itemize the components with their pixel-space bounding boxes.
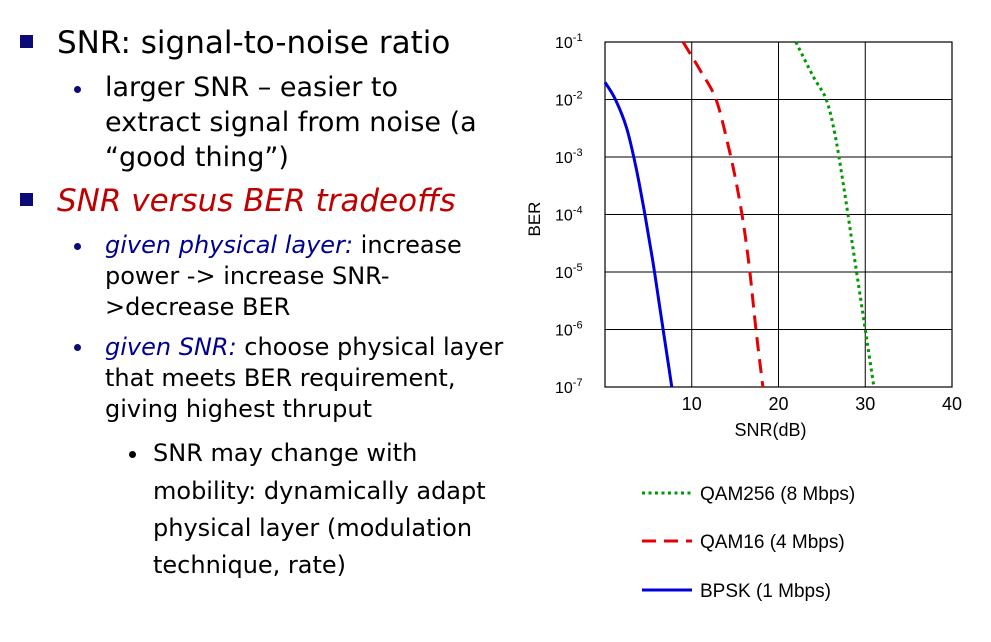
bullet-snr-definition: SNR: signal-to-noise ratio — [57, 25, 451, 61]
legend-label-qam256: QAM256 (8 Mbps) — [700, 484, 855, 505]
x-axis-label: SNR(dB) — [734, 420, 806, 440]
y-tick-label: 10-2 — [555, 90, 583, 110]
y-tick-base: 10 — [555, 35, 573, 52]
y-tick-label: 10-5 — [555, 262, 583, 282]
sub-bullet-given-snr-line3: giving highest thruput — [105, 395, 373, 423]
sub-bullet-larger-snr-line1: larger SNR – easier to — [105, 72, 398, 103]
y-tick-exponent: -3 — [573, 147, 583, 159]
y-tick-base: 10 — [555, 150, 573, 167]
y-tick-base: 10 — [555, 380, 573, 397]
y-axis-label: BER — [525, 202, 544, 237]
legend-label-qam16: QAM16 (4 Mbps) — [700, 532, 845, 553]
bullet-snr-ber-tradeoffs: SNR versus BER tradeoffs — [57, 183, 456, 219]
sub-bullet-physical-layer-lead: given physical layer: — [105, 231, 354, 259]
y-tick-exponent: -6 — [573, 320, 583, 332]
sub-bullet-physical-layer-rest: increase — [353, 231, 462, 259]
y-tick-exponent: -5 — [573, 262, 583, 274]
y-tick-label: 10-4 — [555, 205, 583, 225]
bullet-square — [20, 35, 33, 48]
bullet-dot — [74, 86, 81, 93]
sub-bullet-larger-snr-line3: “good thing”) — [105, 142, 289, 173]
chart-grid — [605, 42, 952, 387]
series-line-qam16 — [681, 41, 765, 388]
x-tick-label: 40 — [942, 394, 962, 414]
y-tick-label: 10-1 — [555, 32, 583, 52]
x-tick-labels: 10 20 30 40 — [682, 394, 962, 414]
sub-bullet-given-snr-rest: choose physical layer — [236, 333, 504, 361]
y-tick-exponent: -2 — [573, 90, 583, 102]
sub-bullet-physical-layer-line1: given physical layer: increase — [105, 229, 462, 261]
x-tick-label: 10 — [682, 394, 702, 414]
y-tick-label: 10-3 — [555, 147, 583, 167]
y-tick-base: 10 — [555, 265, 573, 282]
sub-sub-bullet-mobility-line2: mobility: dynamically adapt — [153, 477, 486, 505]
y-tick-base: 10 — [555, 208, 573, 225]
y-tick-exponent: -1 — [573, 32, 583, 44]
y-tick-base: 10 — [555, 323, 573, 340]
y-tick-label: 10-7 — [555, 377, 583, 397]
sub-bullet-larger-snr-line2: extract signal from noise (a — [105, 107, 477, 138]
y-tick-labels: 10-110-210-310-410-510-610-7 — [555, 32, 583, 397]
sub-sub-bullet-mobility-line1: SNR may change with — [153, 439, 418, 467]
chart-series — [603, 41, 876, 388]
chart-legend: QAM256 (8 Mbps) QAM16 (4 Mbps) BPSK (1 Mbp… — [642, 484, 855, 602]
sub-bullet-given-snr-lead: given SNR: — [105, 333, 237, 361]
series-line-qam256 — [794, 41, 876, 388]
bullet-dot — [129, 451, 136, 458]
sub-sub-bullet-mobility-line4: technique, rate) — [153, 551, 347, 579]
sub-bullet-given-snr-line2: that meets BER requirement, — [105, 364, 456, 392]
y-tick-exponent: -7 — [573, 377, 583, 389]
x-tick-label: 30 — [855, 394, 875, 414]
sub-bullet-physical-layer-line3: >decrease BER — [105, 293, 291, 321]
y-tick-label: 10-6 — [555, 320, 583, 340]
sub-bullet-physical-layer-line2: power -> increase SNR- — [105, 262, 390, 290]
plot-frame — [604, 41, 953, 388]
sub-sub-bullet-mobility-line3: physical layer (modulation — [153, 514, 473, 542]
y-tick-base: 10 — [555, 93, 573, 110]
legend-label-bpsk: BPSK (1 Mbps) — [700, 581, 831, 602]
bullet-dot — [74, 344, 81, 351]
y-tick-exponent: -4 — [573, 205, 583, 217]
bullet-square — [20, 193, 33, 206]
sub-bullet-given-snr-line1: given SNR: choose physical layer — [105, 331, 503, 363]
x-tick-label: 20 — [768, 394, 788, 414]
bullet-dot — [74, 243, 81, 250]
series-line-bpsk — [603, 81, 674, 388]
